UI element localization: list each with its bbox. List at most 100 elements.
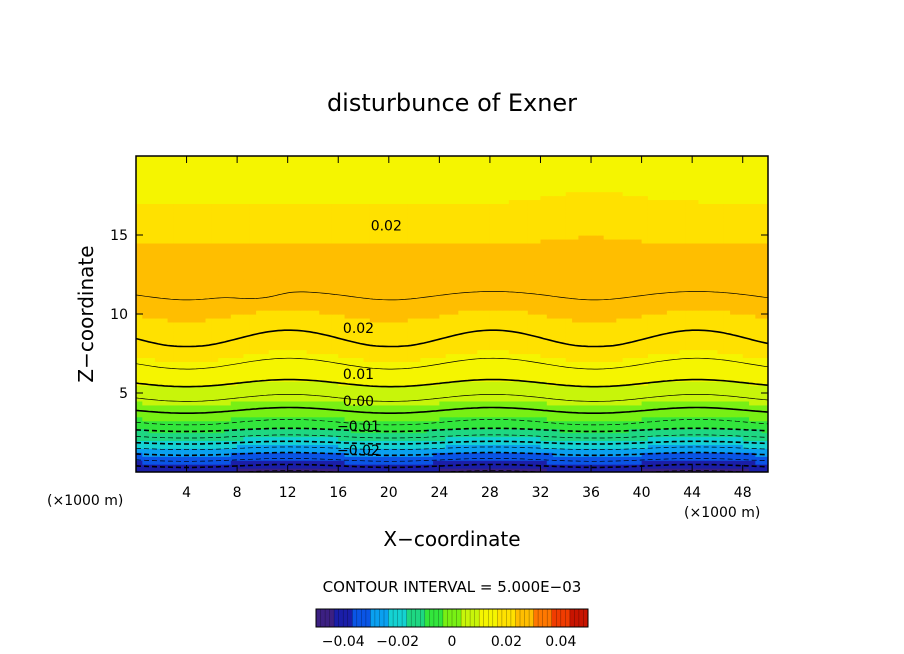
field-cell [647,282,655,287]
field-cell [205,440,213,445]
field-cell [357,317,365,323]
field-cell [401,337,409,343]
field-cell [300,373,308,378]
field-cell [154,298,162,303]
field-cell [407,404,415,410]
field-cell [584,333,592,339]
field-cell [268,412,276,418]
field-cell [591,341,598,347]
field-cell [660,341,668,347]
field-cell [666,396,674,402]
field-cell [692,353,700,359]
field-cell [312,464,320,469]
field-cell [388,440,396,445]
field-cell [572,393,579,398]
field-cell [401,424,409,430]
field-cell [584,400,592,406]
field-cell [742,302,750,307]
field-cell [192,314,200,319]
field-cell [180,432,188,438]
field-cell [407,290,415,295]
field-cell [344,294,352,299]
field-cell [338,302,346,307]
field-cell [237,365,245,370]
field-cell [148,393,156,398]
field-cell [584,369,592,374]
field-cell [483,448,491,453]
field-cell [578,345,586,351]
field-cell [306,282,314,287]
field-cell [325,294,333,299]
field-cell [502,361,510,366]
field-cell [711,408,719,414]
field-cell [357,377,365,382]
field-cell [591,306,598,311]
field-cell [527,317,535,323]
field-cell [445,353,453,359]
field-cell [489,282,497,287]
field-cell [628,290,636,295]
field-cell [256,361,263,366]
field-cell [717,310,725,315]
field-cell [679,290,687,295]
field-cell [654,365,662,370]
field-cell [205,302,213,307]
field-cell [527,456,535,461]
field-cell [237,432,245,438]
field-cell [262,373,270,378]
field-cell [736,381,744,386]
field-cell [685,412,693,418]
field-cell [666,349,674,355]
field-cell [711,314,719,319]
field-cell [357,456,365,461]
field-cell [641,432,649,438]
field-cell [414,353,421,359]
field-cell [483,361,491,366]
field-cell [534,448,542,453]
field-cell [685,353,693,359]
field-cell [382,317,390,323]
field-cell [224,393,232,398]
field-cell [382,440,390,445]
field-cell [578,329,586,335]
field-cell [275,428,282,434]
field-cell [287,424,295,430]
field-cell [527,349,535,355]
field-cell [711,400,719,406]
field-cell [534,357,542,362]
field-cell [515,278,523,283]
field-cell [369,408,377,414]
field-cell [730,424,737,430]
field-cell [452,377,459,382]
field-cell [508,274,516,280]
field-cell [331,416,339,422]
field-cell [211,302,219,307]
field-cell [344,306,352,311]
field-cell [294,290,301,295]
field-cell [470,325,478,331]
field-cell [414,460,421,465]
field-cell [256,294,263,299]
field-cell [641,464,649,469]
field-cell [148,365,156,370]
field-cell [142,373,150,378]
field-cell [470,385,478,390]
field-cell [679,436,687,441]
field-cell [382,341,390,347]
field-cell [464,314,472,319]
field-cell [287,361,295,366]
field-cell [540,310,548,315]
field-cell [534,282,542,287]
field-cell [154,286,162,291]
field-cell [407,400,415,406]
field-cell [610,278,617,283]
field-cell [395,306,403,311]
field-cell [660,389,668,394]
field-cell [711,464,719,469]
field-cell [426,286,434,291]
field-cell [306,373,314,378]
field-cell [679,333,687,339]
field-cell [268,393,276,398]
field-cell [224,329,232,335]
field-cell [237,361,245,366]
